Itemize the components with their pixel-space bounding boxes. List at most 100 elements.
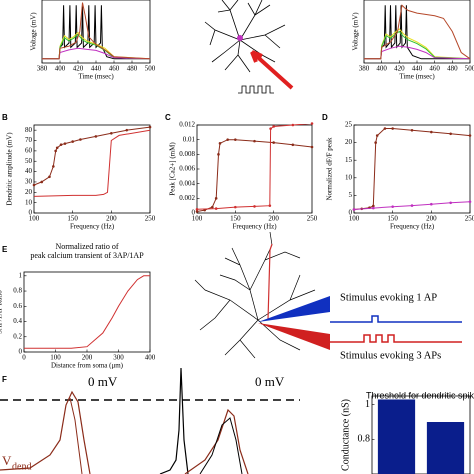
x-axis-label: Frequency (Hz): [232, 223, 277, 231]
y-axis-label: Normalized dF/F peak: [326, 137, 334, 200]
marker: [372, 206, 375, 210]
x-tick-label: 440: [412, 65, 423, 73]
panel-label: E: [2, 245, 8, 254]
marker: [94, 135, 98, 138]
x-tick-label: 100: [192, 215, 203, 223]
x-tick-label: 500: [465, 65, 474, 73]
marker: [291, 123, 295, 127]
marker: [372, 204, 375, 208]
stimulus-label: Stimulus evoking 1 AP: [340, 292, 437, 303]
y-axis-label: Peak [Ca2+] (mM): [169, 142, 177, 196]
y-axis-label: Voltage (mV): [30, 12, 38, 51]
marker: [391, 127, 394, 130]
y-tick-label: 0.004: [179, 179, 195, 187]
y-tick-label: 0: [19, 348, 23, 356]
y-tick-label: 0.2: [13, 332, 22, 340]
marker: [410, 128, 414, 132]
neuron-e: [194, 231, 316, 359]
marker: [391, 205, 394, 208]
marker: [352, 208, 356, 211]
x-tick-label: 400: [145, 354, 156, 362]
marker: [234, 205, 237, 209]
line: [34, 126, 150, 186]
marker: [253, 139, 256, 143]
y-tick-label: 15: [345, 156, 353, 164]
line: [354, 128, 470, 210]
y-tick-label: 0.8: [358, 434, 371, 445]
axes-frame: [363, 0, 471, 64]
marker: [125, 128, 129, 132]
marker: [59, 143, 63, 146]
x-tick-label: 380: [37, 65, 48, 73]
marker: [211, 205, 214, 209]
marker: [272, 125, 275, 128]
y-tick-label: 1: [365, 399, 370, 410]
marker: [55, 146, 59, 150]
x-tick-label: 480: [127, 65, 138, 73]
marker: [52, 165, 55, 168]
x-tick-label: 200: [82, 354, 93, 362]
x-tick-label: 250: [465, 215, 474, 223]
y-tick-label: 20: [25, 188, 33, 196]
marker: [374, 141, 377, 144]
x-axis-label: Frequency (Hz): [390, 223, 435, 231]
y-tick-label: 0: [192, 209, 196, 217]
x-tick-label: 250: [307, 215, 318, 223]
y-axis-label: 3AP/1AP Ratio: [0, 290, 4, 334]
blue-electrode: [258, 296, 330, 322]
stimulus-label: Stimulus evoking 3 APs: [340, 350, 441, 361]
line: [42, 2, 150, 60]
y-axis-label: Dendritic amplitude (mV): [6, 132, 14, 206]
y-tick-label: 60: [25, 146, 33, 154]
y-axis-label: Voltage (mV): [352, 12, 360, 51]
marker: [268, 204, 272, 207]
x-axis-label: Distance from soma (μm): [51, 362, 124, 370]
x-tick-label: 400: [55, 65, 66, 73]
axes-frame: [33, 124, 151, 214]
x-tick-label: 200: [426, 215, 437, 223]
dend-trace: [0, 390, 91, 474]
soma-trace: [159, 367, 189, 474]
x-tick-label: 400: [376, 65, 387, 73]
stimulus-train: [238, 85, 274, 94]
panel-label: D: [322, 113, 328, 122]
marker: [269, 127, 272, 130]
x-tick-label: 100: [29, 215, 40, 223]
bar: [426, 422, 465, 474]
panel-label: B: [2, 113, 8, 122]
neuron-top: [204, 0, 286, 73]
line: [197, 124, 312, 210]
marker: [291, 143, 295, 147]
y-tick-label: 0.012: [179, 121, 195, 129]
x-tick-label: 200: [106, 215, 117, 223]
line: [364, 30, 470, 60]
bar: [377, 399, 416, 474]
x-tick-label: 100: [50, 354, 61, 362]
x-tick-label: 460: [109, 65, 120, 73]
y-tick-label: 80: [25, 126, 33, 134]
axes-frame: [353, 124, 471, 214]
marker: [79, 138, 82, 141]
y-axis-label: Conductance (nS): [340, 399, 351, 471]
y-tick-label: 25: [345, 121, 353, 129]
axes-frame: [371, 395, 471, 474]
x-tick-label: 150: [387, 215, 398, 223]
marker: [383, 127, 387, 130]
marker: [234, 138, 237, 141]
line: [197, 139, 312, 212]
marker: [272, 141, 275, 144]
marker: [48, 175, 51, 179]
dend-trace: [184, 408, 249, 474]
marker: [430, 130, 433, 134]
y-tick-label: 0.6: [13, 302, 22, 310]
marker: [375, 134, 379, 137]
chart-title: Normalized ratio of: [55, 242, 118, 251]
marker: [410, 204, 414, 207]
trace-label: V: [2, 453, 12, 468]
x-tick-label: 380: [359, 65, 370, 73]
x-tick-label: 500: [145, 65, 156, 73]
line: [42, 47, 150, 60]
y-tick-label: 40: [25, 167, 33, 175]
marker: [449, 201, 452, 205]
marker: [214, 207, 218, 210]
